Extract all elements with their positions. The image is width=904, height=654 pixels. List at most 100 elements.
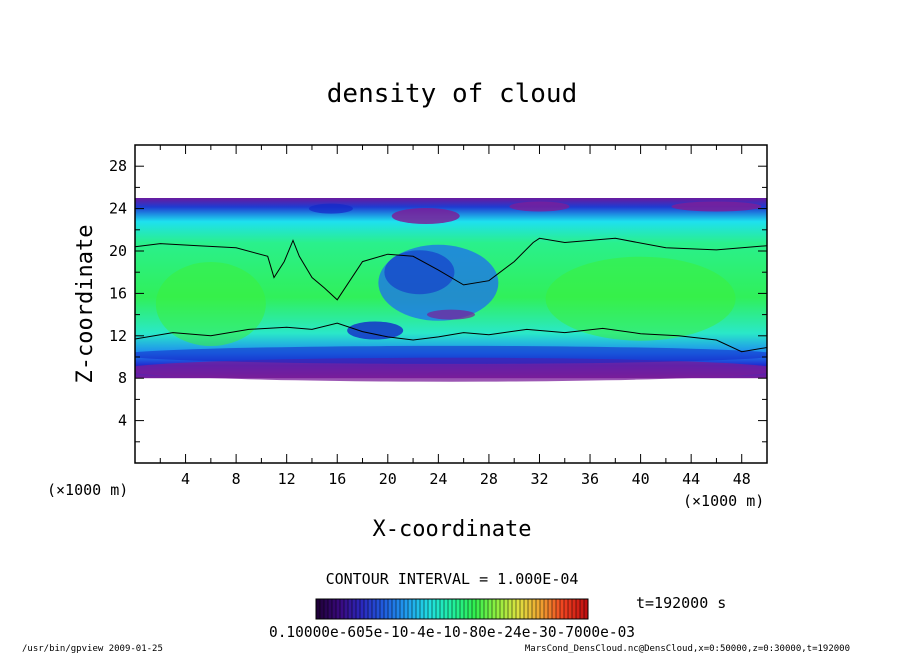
bottom-blue-layer <box>135 345 767 364</box>
colorbar-segment <box>536 599 541 619</box>
colorbar-segment <box>468 599 473 619</box>
y-tick-label: 8 <box>118 369 127 387</box>
colorbar-segment <box>400 599 405 619</box>
colorbar-segment <box>456 599 461 619</box>
colorbar-segment <box>364 599 369 619</box>
colorbar-segment <box>480 599 485 619</box>
colorbar-segment <box>316 599 321 619</box>
colorbar-segment <box>384 599 389 619</box>
colorbar-segment <box>532 599 537 619</box>
colorbar-segment <box>336 599 341 619</box>
colorbar <box>315 599 589 619</box>
colorbar-segment <box>460 599 465 619</box>
colorbar-segment <box>448 599 453 619</box>
green-core-left <box>155 262 266 346</box>
x-axis-unit-left: (×1000 m) <box>47 481 128 499</box>
colorbar-tick-labels: 0.10000e-605e-10-4e-10-80e-24e-30-7000e-… <box>269 623 635 641</box>
y-tick-label: 20 <box>109 242 127 260</box>
y-tick-label: 28 <box>109 157 127 175</box>
colorbar-segment <box>576 599 581 619</box>
colorbar-segment <box>440 599 445 619</box>
colorbar-segment <box>332 599 337 619</box>
x-axis-label: X-coordinate <box>373 517 532 542</box>
colorbar-segment <box>396 599 401 619</box>
colorbar-segment <box>424 599 429 619</box>
colorbar-segment <box>472 599 477 619</box>
plot-frame <box>134 144 768 464</box>
top-purple-eddy-2 <box>509 201 570 212</box>
colorbar-segment <box>556 599 561 619</box>
colorbar-segment <box>436 599 441 619</box>
colorbar-segment <box>552 599 557 619</box>
colorbar-segment <box>432 599 437 619</box>
contour-line-upper <box>135 237 767 301</box>
central-deep-blue-region <box>384 250 455 295</box>
x-tick-label: 32 <box>530 470 548 488</box>
x-tick-label: 4 <box>181 470 190 488</box>
colorbar-segment <box>476 599 481 619</box>
chart-title: density of cloud <box>327 79 577 109</box>
colorbar-segment <box>380 599 385 619</box>
y-axis-label: Z-coordinate <box>73 225 98 384</box>
colorbar-segment <box>420 599 425 619</box>
colorbar-segment <box>540 599 545 619</box>
green-core-right <box>545 256 736 341</box>
colorbar-segment <box>492 599 497 619</box>
colorbar-segment <box>372 599 377 619</box>
colorbar-segment <box>416 599 421 619</box>
colorbar-segment <box>580 599 585 619</box>
colorbar-segment <box>464 599 469 619</box>
contour-interval-label: CONTOUR INTERVAL = 1.000E-04 <box>326 570 579 588</box>
top-blue-eddy <box>308 203 353 214</box>
colorbar-segment <box>512 599 517 619</box>
y-tick-label: 24 <box>109 200 127 218</box>
colorbar-segment <box>500 599 505 619</box>
x-axis-ticks: 4 8 12 16 20 24 28 32 36 40 44 48 <box>159 145 751 488</box>
x-tick-label: 44 <box>682 470 700 488</box>
colorbar-segment <box>376 599 381 619</box>
y-tick-label: 12 <box>109 327 127 345</box>
colorbar-segment <box>572 599 577 619</box>
colorbar-segment <box>520 599 525 619</box>
footer-source: MarsCond_DensCloud.nc@DensCloud,x=0:5000… <box>525 644 850 654</box>
colorbar-segment <box>524 599 529 619</box>
x-tick-label: 40 <box>632 470 650 488</box>
top-purple-eddy-3 <box>671 201 762 212</box>
x-tick-label: 24 <box>429 470 447 488</box>
y-axis-ticks: 4 8 12 16 20 24 28 <box>109 157 767 443</box>
colorbar-segment <box>516 599 521 619</box>
x-tick-label: 28 <box>480 470 498 488</box>
contour-line-lower <box>135 322 767 353</box>
top-purple-eddy-1 <box>391 208 460 225</box>
colorbar-segment <box>388 599 393 619</box>
colorbar-segment <box>356 599 361 619</box>
colorbar-segment <box>428 599 433 619</box>
colorbar-segment <box>444 599 449 619</box>
colorbar-segment <box>408 599 413 619</box>
colorbar-segment <box>412 599 417 619</box>
colorbar-segment <box>320 599 325 619</box>
colorbar-segment <box>360 599 365 619</box>
colorbar-segment <box>560 599 565 619</box>
colorbar-segment <box>324 599 329 619</box>
x-tick-label: 16 <box>328 470 346 488</box>
colorbar-segment <box>340 599 345 619</box>
colorbar-segment <box>568 599 573 619</box>
colorbar-segment <box>348 599 353 619</box>
colorbar-segment <box>528 599 533 619</box>
colorbar-frame <box>315 598 589 620</box>
x-tick-label: 48 <box>733 470 751 488</box>
x-tick-label: 8 <box>232 470 241 488</box>
time-label: t=192000 s <box>636 594 726 612</box>
y-tick-label: 16 <box>109 284 127 302</box>
lower-blue-streak-1 <box>347 321 404 340</box>
colorbar-segment <box>404 599 409 619</box>
colorbar-segment <box>392 599 397 619</box>
bottom-purple-layer <box>135 357 767 382</box>
cloud-density-field <box>135 198 767 382</box>
colorbar-segment <box>344 599 349 619</box>
colorbar-segment <box>484 599 489 619</box>
colorbar-segment <box>368 599 373 619</box>
colorbar-segment <box>564 599 569 619</box>
